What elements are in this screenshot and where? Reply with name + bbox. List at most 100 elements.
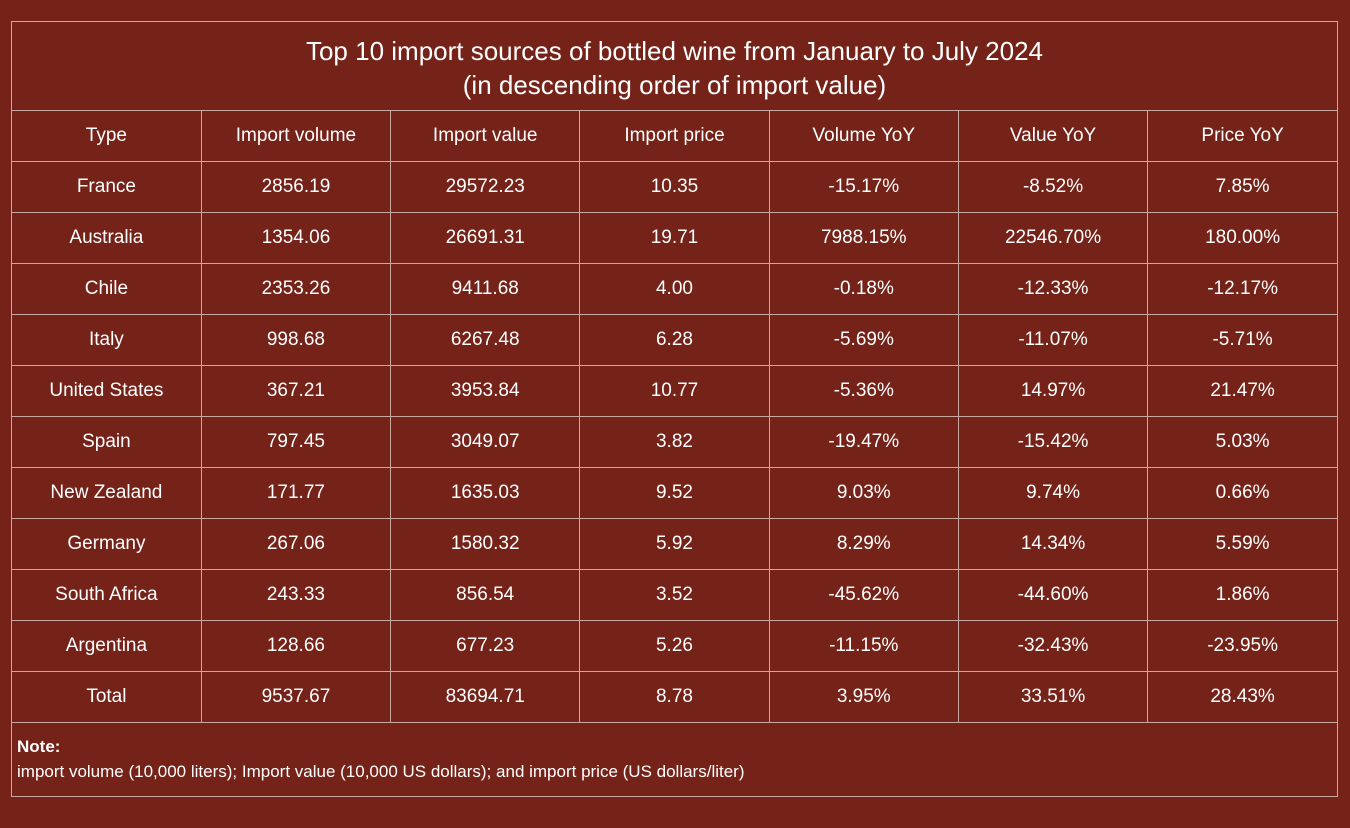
- row-label-cell: Spain: [12, 416, 202, 468]
- table-cell: 3.82: [579, 416, 770, 468]
- table-cell: -5.36%: [768, 365, 959, 417]
- table-cell: 33.51%: [957, 671, 1149, 723]
- table-cell: 4.00: [579, 263, 770, 315]
- total-row: Total 9537.67 83694.71 8.78 3.95% 33.51% 28.43…: [12, 671, 1337, 723]
- table-cell: -11.07%: [957, 314, 1149, 366]
- table-cell: 5.26: [579, 620, 770, 672]
- table-cell: -5.71%: [1147, 314, 1337, 366]
- table-row: Spain 797.45 3049.07 3.82 -19.47% -15.42% 5.03…: [12, 416, 1337, 468]
- table-row: Chile 2353.26 9411.68 4.00 -0.18% -12.33% -12.…: [12, 263, 1337, 315]
- table-row: Italy 998.68 6267.48 6.28 -5.69% -11.07% -5.71…: [12, 314, 1337, 366]
- table-cell: 26691.31: [390, 212, 581, 264]
- table-row: South Africa 243.33 856.54 3.52 -45.62% -44.6…: [12, 569, 1337, 621]
- table-title: Top 10 import sources of bottled wine fr…: [305, 36, 1044, 66]
- table-cell: -12.33%: [957, 263, 1149, 315]
- note: Note: import volume (10,000 liters); Imp…: [17, 734, 745, 784]
- table-cell: 5.59%: [1147, 518, 1337, 570]
- table-cell: 856.54: [390, 569, 581, 621]
- table-cell: 8.29%: [768, 518, 959, 570]
- table-cell: 3.95%: [768, 671, 959, 723]
- row-label-cell: Italy: [12, 314, 202, 366]
- row-label-cell: Germany: [12, 518, 202, 570]
- table-cell: 128.66: [200, 620, 392, 672]
- column-header: Price YoY: [1147, 111, 1337, 162]
- column-header: Import volume: [200, 111, 392, 162]
- table-cell: 9411.68: [390, 263, 581, 315]
- table-cell: 367.21: [200, 365, 392, 417]
- table-cell: 6267.48: [390, 314, 581, 366]
- table-cell: 6.28: [579, 314, 770, 366]
- table-cell: 8.78: [579, 671, 770, 723]
- table-subtitle: (in descending order of import value): [462, 70, 887, 100]
- table-cell: -8.52%: [957, 161, 1149, 213]
- table-row: France 2856.19 29572.23 10.35 -15.17% -8.52% 7…: [12, 161, 1337, 213]
- table-cell: -5.69%: [768, 314, 959, 366]
- row-label-cell: New Zealand: [12, 467, 202, 519]
- table-cell: 21.47%: [1147, 365, 1337, 417]
- row-label-cell: Chile: [12, 263, 202, 315]
- table-cell: 28.43%: [1147, 671, 1337, 723]
- table-cell: 3049.07: [390, 416, 581, 468]
- table-cell: 1354.06: [200, 212, 392, 264]
- table-cell: 14.34%: [957, 518, 1149, 570]
- row-label-cell: Australia: [12, 212, 202, 264]
- table-cell: 0.66%: [1147, 467, 1337, 519]
- row-label-cell: Total: [12, 671, 202, 723]
- table-cell: 22546.70%: [957, 212, 1149, 264]
- note-label: Note:: [17, 737, 61, 756]
- table-cell: -23.95%: [1147, 620, 1337, 672]
- table-cell: -12.17%: [1147, 263, 1337, 315]
- column-header: Value YoY: [957, 111, 1149, 162]
- column-header: Type: [12, 111, 202, 162]
- table-cell: 797.45: [200, 416, 392, 468]
- table-cell: 10.35: [579, 161, 770, 213]
- table-cell: 7.85%: [1147, 161, 1337, 213]
- table-cell: 998.68: [200, 314, 392, 366]
- header-row: Type Import volume Import value Import p…: [12, 111, 1337, 162]
- table-cell: 1.86%: [1147, 569, 1337, 621]
- table-row: Australia 1354.06 26691.31 19.71 7988.15% 225…: [12, 212, 1337, 264]
- table-cell: 243.33: [200, 569, 392, 621]
- table-cell: 2353.26: [200, 263, 392, 315]
- table-cell: 19.71: [579, 212, 770, 264]
- row-label-cell: United States: [12, 365, 202, 417]
- title-block: Top 10 import sources of bottled wine fr…: [12, 22, 1337, 111]
- column-header: Volume YoY: [768, 111, 959, 162]
- table-cell: -45.62%: [768, 569, 959, 621]
- table-cell: 83694.71: [390, 671, 581, 723]
- row-label-cell: France: [12, 161, 202, 213]
- table-cell: 10.77: [579, 365, 770, 417]
- table-cell: 14.97%: [957, 365, 1149, 417]
- table-cell: 9.74%: [957, 467, 1149, 519]
- table-cell: 2856.19: [200, 161, 392, 213]
- table-cell: -32.43%: [957, 620, 1149, 672]
- table-cell: 9.03%: [768, 467, 959, 519]
- table-body: France 2856.19 29572.23 10.35 -15.17% -8.52% 7…: [12, 161, 1337, 723]
- table-cell: 29572.23: [390, 161, 581, 213]
- table-frame: Top 10 import sources of bottled wine fr…: [11, 21, 1338, 797]
- table-cell: -15.17%: [768, 161, 959, 213]
- table-cell: 9.52: [579, 467, 770, 519]
- table-cell: 5.03%: [1147, 416, 1337, 468]
- table-cell: 3953.84: [390, 365, 581, 417]
- note-text: import volume (10,000 liters); Import va…: [17, 762, 745, 781]
- table-cell: 171.77: [200, 467, 392, 519]
- row-label-cell: Argentina: [12, 620, 202, 672]
- table-cell: 180.00%: [1147, 212, 1337, 264]
- table-cell: -44.60%: [957, 569, 1149, 621]
- table-cell: 1635.03: [390, 467, 581, 519]
- table-cell: 677.23: [390, 620, 581, 672]
- column-header: Import price: [579, 111, 770, 162]
- table-cell: 5.92: [579, 518, 770, 570]
- table-row: United States 367.21 3953.84 10.77 -5.36% 14.…: [12, 365, 1337, 417]
- column-header: Import value: [390, 111, 581, 162]
- table-row: Argentina 128.66 677.23 5.26 -11.15% -32.43% -…: [12, 620, 1337, 672]
- table-cell: -19.47%: [768, 416, 959, 468]
- row-label-cell: South Africa: [12, 569, 202, 621]
- table-row: New Zealand 171.77 1635.03 9.52 9.03% 9.74% 0.…: [12, 467, 1337, 519]
- table-cell: -11.15%: [768, 620, 959, 672]
- table-cell: 267.06: [200, 518, 392, 570]
- table-cell: -15.42%: [957, 416, 1149, 468]
- table-cell: 7988.15%: [768, 212, 959, 264]
- table-row: Germany 267.06 1580.32 5.92 8.29% 14.34% 5.59%: [12, 518, 1337, 570]
